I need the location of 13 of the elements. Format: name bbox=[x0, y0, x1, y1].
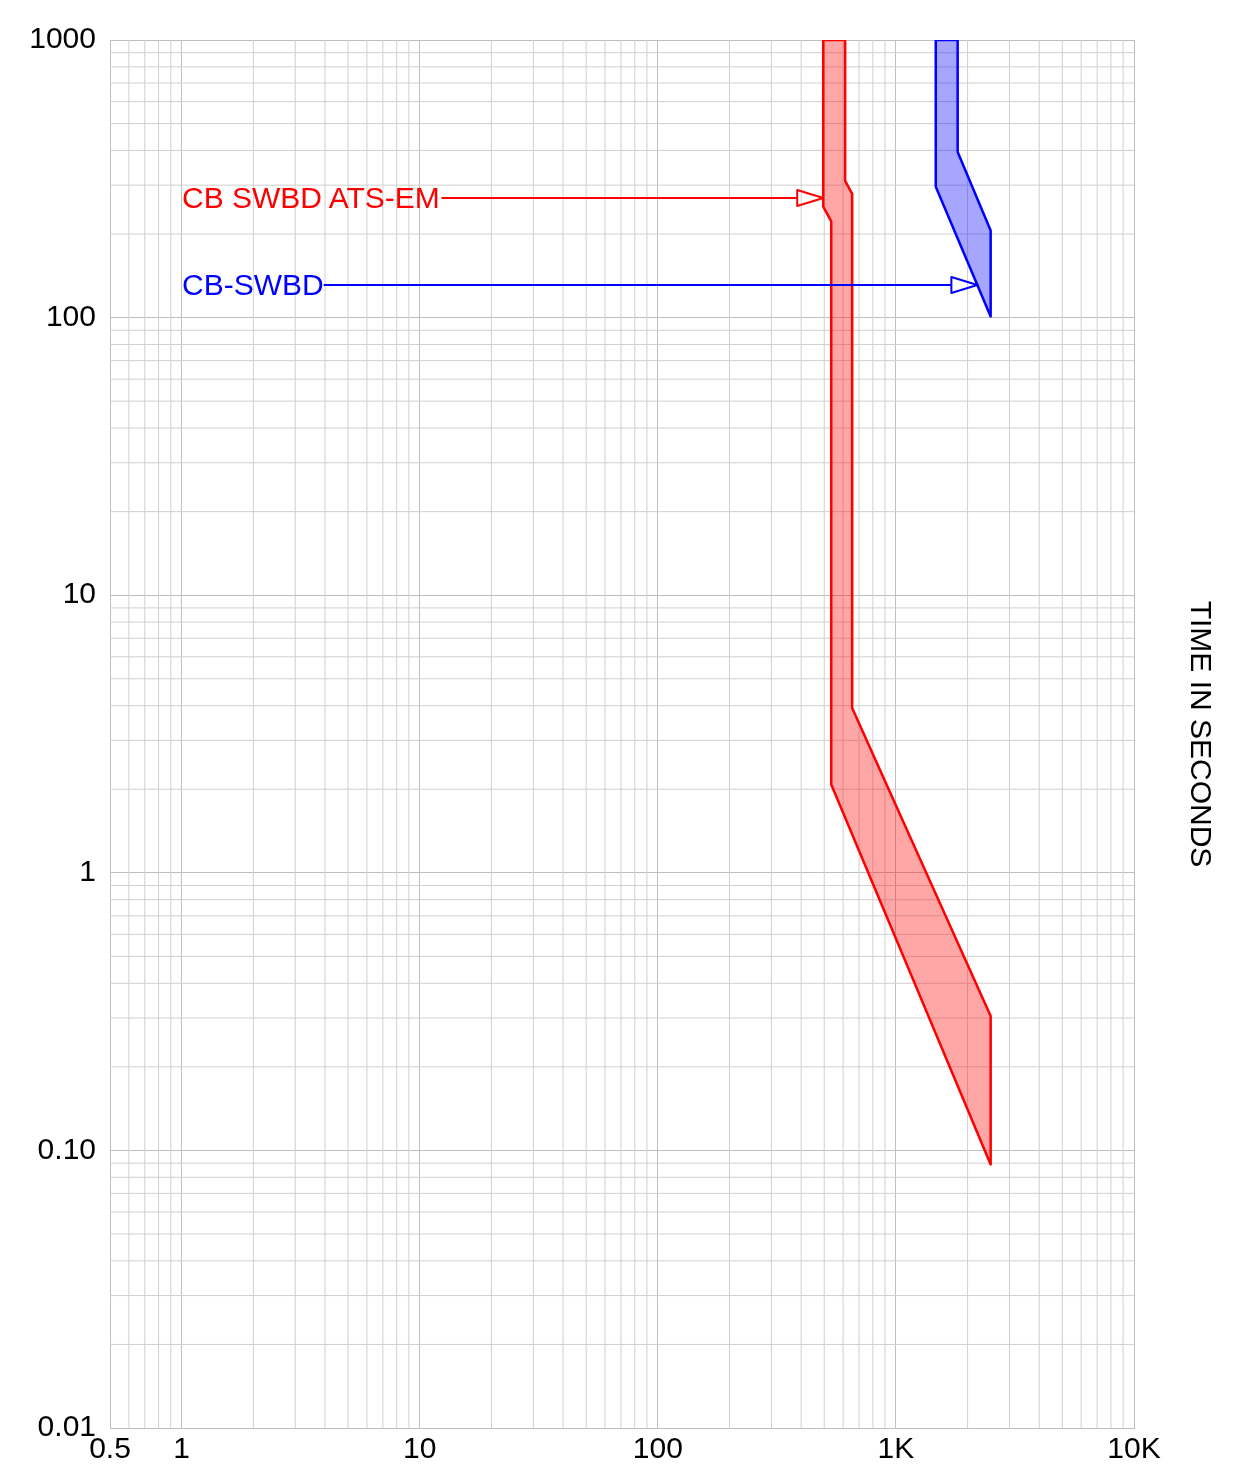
annotation: CB SWBD ATS-EM bbox=[182, 181, 440, 215]
annotation: CB-SWBD bbox=[182, 268, 324, 302]
y-tick-label: 100 bbox=[45, 298, 96, 332]
x-tick-label: 1 bbox=[173, 1431, 191, 1465]
y-tick-label: 10 bbox=[62, 576, 96, 610]
x-tick-label: 10K bbox=[1107, 1431, 1161, 1465]
x-tick-label: 100 bbox=[632, 1431, 683, 1465]
x-tick-label: 1K bbox=[877, 1431, 915, 1465]
y-tick-label: 1000 bbox=[29, 21, 96, 55]
y-tick-label: 1 bbox=[79, 854, 96, 888]
y-tick-label: 0.10 bbox=[37, 1131, 96, 1165]
y-axis-title: TIME IN SECONDS bbox=[1184, 600, 1218, 868]
x-tick-label: 10 bbox=[403, 1431, 437, 1465]
